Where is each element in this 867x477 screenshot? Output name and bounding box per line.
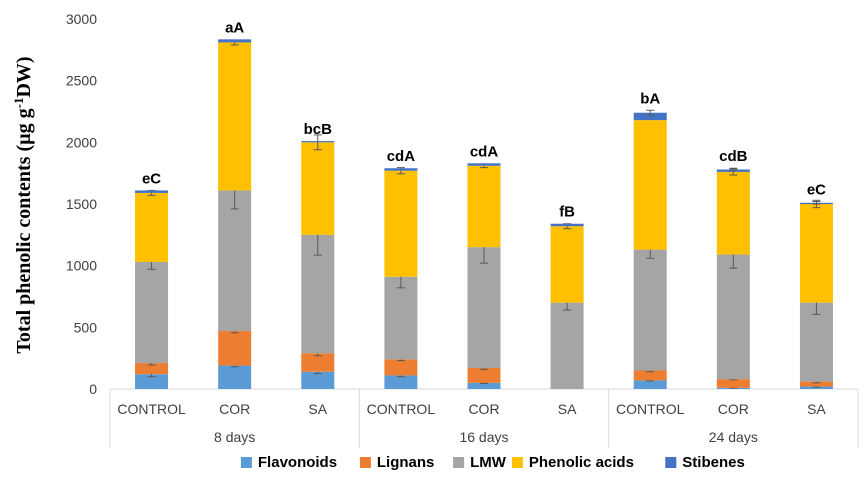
significance-label-6: bA: [640, 90, 660, 107]
legend-swatch-4: [665, 457, 677, 468]
significance-label-4: cdA: [470, 143, 499, 160]
category-label-8: SA: [807, 401, 826, 417]
legend-swatch-3: [511, 457, 523, 468]
bar-segment-0-6: [633, 380, 667, 389]
bar-segment-3-3: [384, 170, 418, 277]
bar-segment-1-6: [633, 370, 667, 381]
significance-label-1: aA: [225, 19, 244, 36]
group-label-2: 24 days: [709, 429, 758, 445]
bar-segment-0-4: [467, 382, 501, 389]
y-tick-label-2: 1000: [66, 258, 97, 274]
bar-segment-0-1: [218, 365, 252, 389]
bar-segment-1-1: [218, 331, 252, 366]
y-axis-label-main: Total phenolic contents (µg g: [13, 108, 35, 353]
bar-segment-2-4: [467, 247, 501, 369]
bar-segment-0-0: [135, 374, 169, 389]
category-label-3: CONTROL: [367, 401, 436, 417]
legend-label-2: LMW: [470, 454, 507, 471]
significance-label-8: eC: [807, 182, 826, 199]
bar-segment-1-4: [467, 368, 501, 383]
bar-segment-4-2: [301, 141, 335, 143]
bar-segment-1-8: [799, 381, 833, 387]
bar-segment-3-8: [799, 204, 833, 303]
group-label-0: 8 days: [214, 429, 255, 445]
bar-segment-2-3: [384, 276, 418, 360]
legend-swatch-2: [453, 457, 465, 468]
bar-segment-2-5: [550, 302, 584, 389]
category-label-4: COR: [468, 401, 499, 417]
y-axis-label-sup: -1: [11, 98, 26, 109]
bar-segment-3-7: [716, 171, 750, 255]
plot-area: 0 500 1000 1500 2000 2500 3000 eC CONTROL aA COR bc…: [66, 11, 859, 471]
y-tick-label-1: 500: [74, 319, 98, 335]
y-tick-label-4: 2000: [66, 134, 97, 150]
bar-segment-4-0: [135, 190, 169, 193]
significance-label-0: eC: [142, 170, 161, 187]
legend-label-3: Phenolic acids: [529, 454, 634, 471]
bar-segment-2-8: [799, 302, 833, 382]
bar-segment-3-6: [633, 120, 667, 250]
bar-segment-0-3: [384, 375, 418, 389]
y-tick-label-6: 3000: [66, 11, 97, 27]
bar-segment-1-7: [716, 379, 750, 388]
significance-label-3: cdA: [387, 148, 416, 165]
bar-segment-2-1: [218, 190, 252, 332]
bar-segment-4-6: [633, 112, 667, 121]
category-label-7: COR: [718, 401, 749, 417]
legend-label-4: Stibenes: [682, 454, 745, 471]
y-tick-label-3: 1500: [66, 196, 97, 212]
bar-segment-3-1: [218, 42, 252, 191]
bar-segment-4-1: [218, 39, 252, 43]
bar-segment-3-5: [550, 226, 584, 303]
category-label-1: COR: [219, 401, 250, 417]
legend-label-1: Lignans: [377, 454, 435, 471]
bar-segment-2-7: [716, 254, 750, 380]
category-label-0: CONTROL: [117, 401, 186, 417]
bar-segment-1-2: [301, 353, 335, 372]
category-label-2: SA: [308, 401, 327, 417]
bar-segment-3-2: [301, 142, 335, 235]
y-axis-label: Total phenolic contents (µg g-1DW): [11, 56, 35, 353]
bar-segment-4-4: [467, 163, 501, 166]
bar-segment-4-5: [550, 223, 584, 227]
category-label-5: SA: [558, 401, 577, 417]
legend-swatch-0: [240, 457, 252, 468]
bar-segment-0-8: [799, 386, 833, 389]
significance-label-5: fB: [559, 204, 575, 221]
bar-segment-2-0: [135, 261, 169, 364]
bar-segment-3-4: [467, 165, 501, 248]
y-tick-label-0: 0: [89, 381, 97, 397]
bar-segment-0-2: [301, 371, 335, 389]
y-axis-label-end: DW): [13, 56, 35, 97]
legend-swatch-1: [359, 457, 371, 468]
group-label-1: 16 days: [459, 429, 508, 445]
bar-segment-1-3: [384, 359, 418, 376]
bar-segment-1-0: [135, 363, 169, 375]
significance-label-7: cdB: [719, 148, 748, 165]
legend-label-0: Flavonoids: [258, 454, 337, 471]
y-tick-label-5: 2500: [66, 73, 97, 89]
bar-segment-4-3: [384, 168, 418, 171]
bar-segment-3-0: [135, 192, 169, 262]
significance-label-2: bcB: [304, 121, 333, 138]
category-label-6: CONTROL: [616, 401, 685, 417]
bar-segment-2-6: [633, 249, 667, 371]
